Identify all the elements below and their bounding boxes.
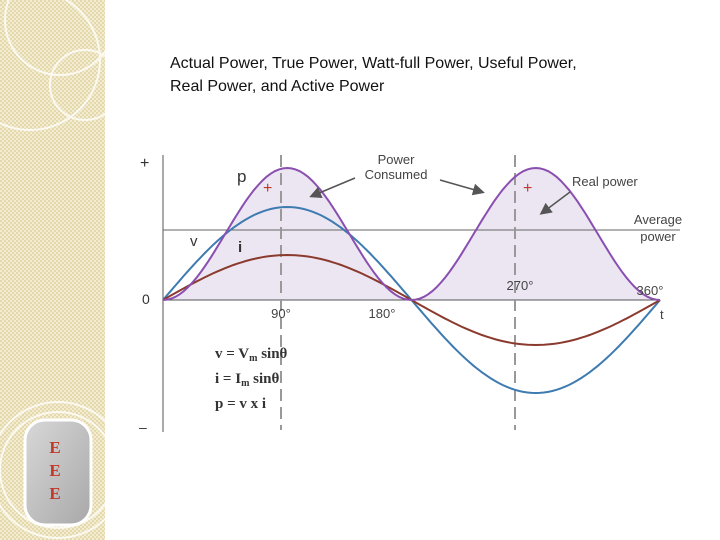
title: Actual Power, True Power, Watt-full Powe… (170, 55, 577, 72)
callout: Real power (572, 174, 638, 189)
plus-sign: + (263, 180, 272, 197)
axis-zero: 0 (142, 291, 150, 307)
arrow (439, 179, 485, 196)
title: Real Power, and Active Power (170, 78, 385, 95)
power-curve (162, 166, 661, 302)
arrow (539, 191, 571, 215)
badge-letter: E (49, 484, 60, 503)
p-label: p (237, 167, 246, 186)
power-area (163, 168, 660, 300)
angle-label: 270° (507, 278, 534, 293)
callout: power (640, 229, 676, 244)
callout: Power (378, 152, 416, 167)
i-label: i (238, 239, 242, 256)
angle-label: 90° (271, 306, 291, 321)
callout: Consumed (365, 167, 428, 182)
badge (23, 418, 93, 527)
decor-circles (0, 0, 127, 539)
formula: i = Im sinθ (215, 371, 280, 389)
callout: Average (634, 212, 682, 227)
formula: p = v x i (215, 396, 266, 412)
badge-letter: E (49, 461, 60, 480)
axis-t: t (660, 307, 664, 322)
plus-sign: + (523, 180, 532, 197)
arrow (309, 177, 356, 199)
formula: v = Vm sinθ (215, 346, 288, 364)
angle-label: 180° (369, 306, 396, 321)
badge-letter: E (49, 438, 60, 457)
angle-label: 360° (637, 283, 664, 298)
v-label: v (190, 233, 198, 250)
axis-plus: + (140, 155, 149, 172)
axis-minus: – (139, 419, 147, 435)
